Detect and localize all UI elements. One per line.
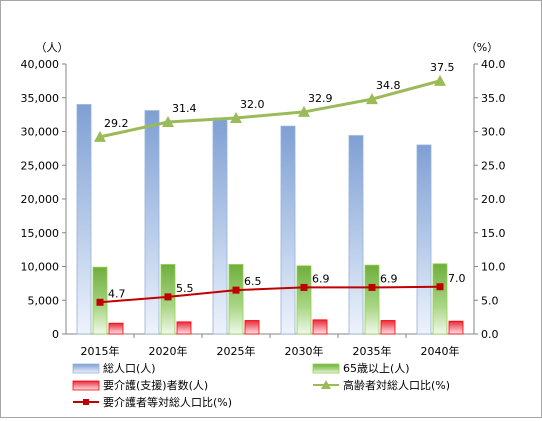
square-marker — [164, 293, 172, 301]
legend-triangle-marker — [321, 380, 331, 389]
right-axis-unit: （%） — [466, 41, 498, 54]
left-axis-tick-label: 25,000 — [21, 159, 60, 172]
square-marker — [232, 286, 240, 294]
data-label: 7.0 — [448, 272, 466, 285]
left-axis-unit: （人） — [36, 41, 69, 54]
bar-2 — [296, 265, 312, 335]
bar-1 — [416, 144, 432, 335]
x-axis-tick-label: 2040年 — [421, 344, 460, 358]
bar-1 — [76, 104, 92, 335]
square-marker — [96, 298, 104, 306]
data-label: 32.9 — [308, 92, 333, 105]
bar-2 — [364, 264, 380, 335]
legend-label: 高齢者対総人口比(%) — [343, 378, 450, 392]
right-axis-tick-label: 20.0 — [481, 193, 506, 206]
bar-3 — [380, 320, 396, 335]
x-axis-tick-label: 2020年 — [149, 344, 188, 358]
data-label: 34.8 — [376, 79, 401, 92]
bar-1 — [280, 125, 296, 335]
left-axis-tick-label: 0 — [52, 328, 59, 341]
x-axis-tick-label: 2030年 — [285, 344, 324, 358]
left-axis-tick-label: 10,000 — [21, 261, 60, 274]
triangle-marker — [434, 74, 446, 86]
square-marker — [300, 283, 308, 291]
data-label: 5.5 — [176, 282, 194, 295]
legend-swatch — [312, 363, 340, 374]
right-axis-tick-label: 35.0 — [481, 92, 506, 105]
data-label: 37.5 — [430, 61, 455, 74]
legend-label: 総人口(人) — [103, 361, 156, 375]
bar-2 — [228, 264, 244, 335]
data-label: 29.2 — [104, 117, 129, 130]
data-label: 6.5 — [244, 275, 262, 288]
right-axis-tick-label: 25.0 — [481, 159, 506, 172]
legend-swatch — [72, 363, 100, 374]
triangle-marker — [230, 112, 242, 123]
square-marker — [436, 283, 444, 291]
data-label: 4.7 — [108, 287, 126, 300]
bar-3 — [448, 320, 464, 335]
bar-3 — [176, 321, 192, 335]
bar-3 — [244, 320, 260, 335]
triangle-marker — [298, 105, 310, 117]
legend-square-marker — [83, 399, 89, 405]
left-axis-tick-label: 30,000 — [21, 126, 60, 139]
left-axis-tick-label: 5,000 — [28, 294, 60, 307]
x-axis-tick-label: 2035年 — [353, 344, 392, 358]
data-label: 31.4 — [172, 102, 197, 115]
right-axis-tick-label: 40.0 — [481, 58, 506, 71]
bar-3 — [312, 319, 328, 335]
right-axis-tick-label: 30.0 — [481, 126, 506, 139]
triangle-marker — [162, 116, 174, 128]
left-axis-tick-label: 20,000 — [21, 193, 60, 206]
bar-1 — [348, 135, 364, 335]
left-axis-tick-label: 40,000 — [21, 58, 60, 71]
right-axis-tick-label: 15.0 — [481, 227, 506, 240]
x-axis-tick-label: 2025年 — [217, 344, 256, 358]
bar-1 — [212, 117, 228, 335]
bar-2 — [432, 263, 448, 335]
legend-label: 要介護者等対総人口比(%) — [103, 395, 232, 409]
data-label: 6.9 — [312, 272, 330, 285]
left-axis-tick-label: 35,000 — [21, 92, 60, 105]
legend-label: 65歳以上(人) — [343, 362, 410, 375]
data-label: 32.0 — [240, 98, 265, 111]
bar-3 — [108, 322, 124, 335]
data-label: 6.9 — [380, 272, 398, 285]
x-axis-tick-label: 2015年 — [81, 344, 120, 358]
line-series-1 — [99, 79, 441, 139]
right-axis-tick-label: 10.0 — [481, 261, 506, 274]
triangle-marker — [366, 93, 378, 105]
line-series-2 — [99, 285, 441, 304]
right-axis-tick-label: 5.0 — [481, 294, 499, 307]
bar-1 — [144, 110, 160, 335]
triangle-marker — [94, 130, 106, 142]
right-axis-tick-label: 0.0 — [481, 328, 499, 341]
legend-swatch — [72, 380, 100, 391]
legend-label: 要介護(支援)者数(人) — [103, 378, 208, 392]
left-axis-tick-label: 15,000 — [21, 227, 60, 240]
square-marker — [368, 283, 376, 291]
